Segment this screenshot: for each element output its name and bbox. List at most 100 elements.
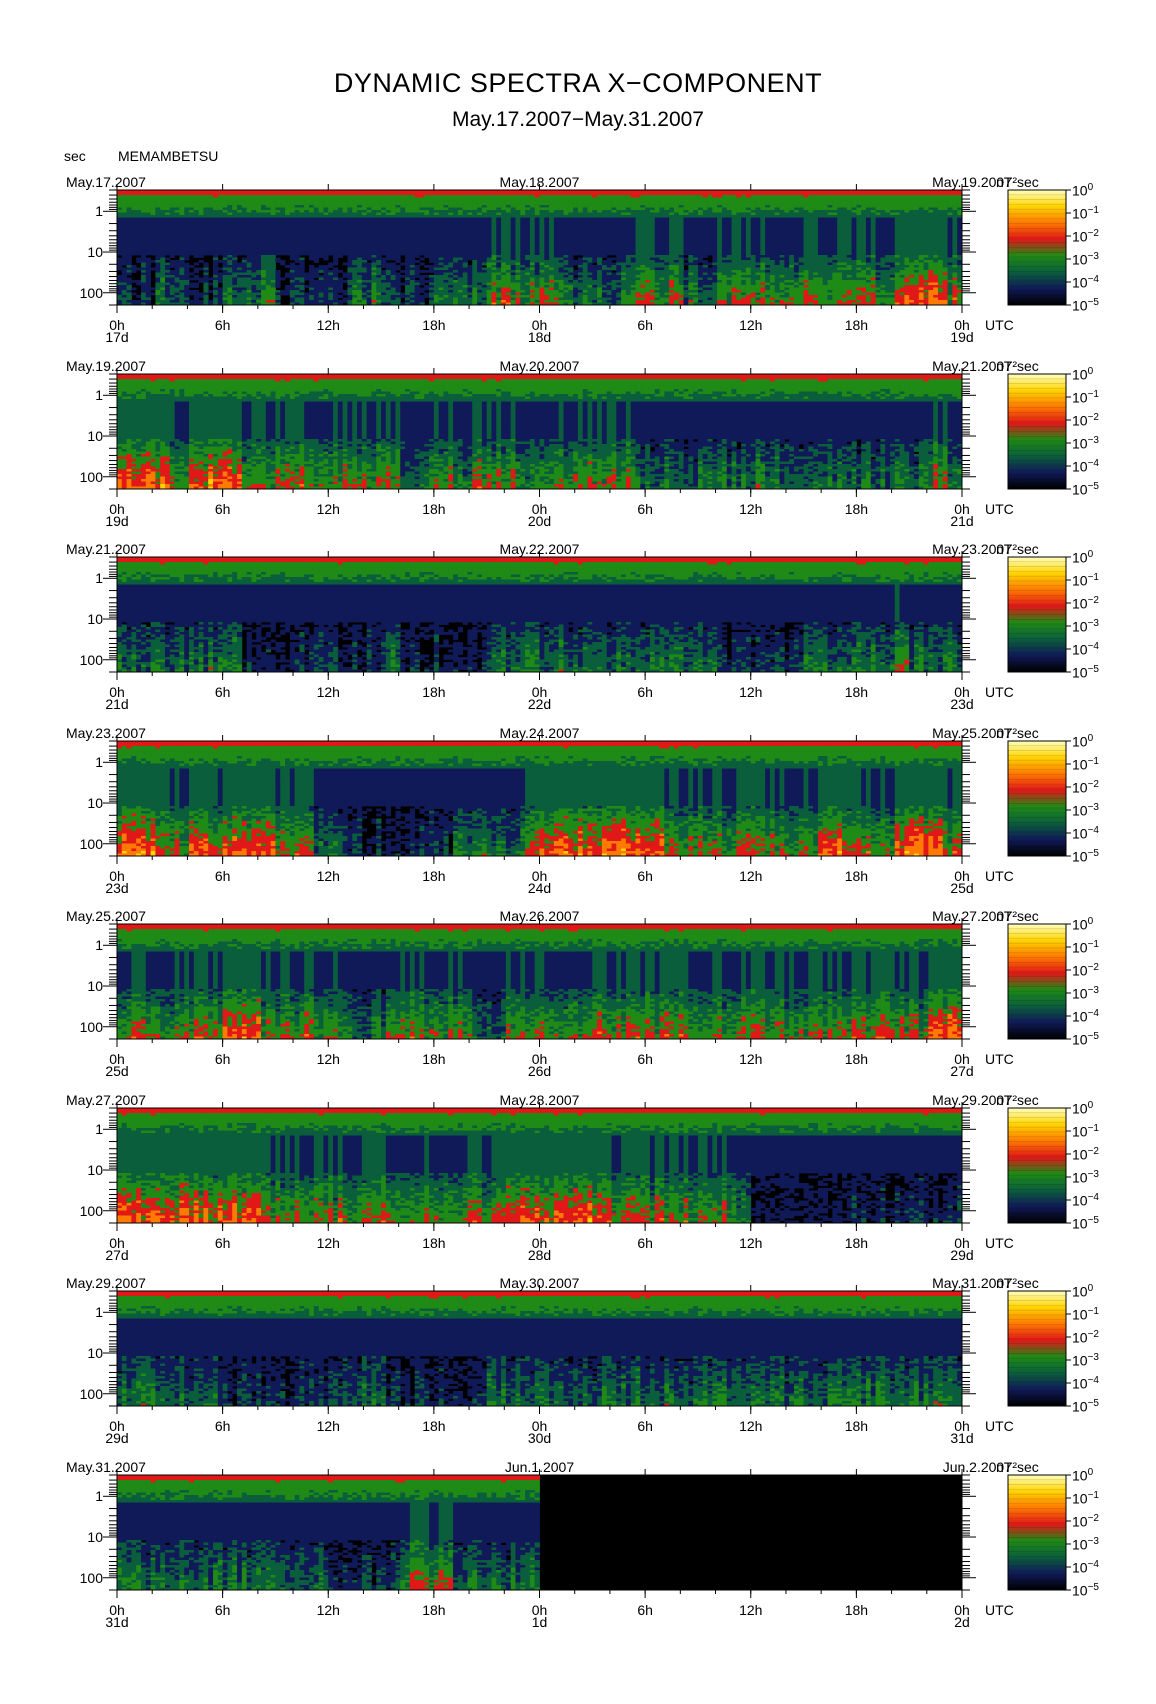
spectral-cell xyxy=(117,238,122,241)
spectral-cell xyxy=(194,215,199,218)
spectral-cell xyxy=(285,223,290,226)
spectral-cell xyxy=(127,248,132,251)
spectral-cell xyxy=(261,213,266,216)
spectral-cell xyxy=(189,193,194,196)
spectral-cell xyxy=(275,210,280,213)
spectral-cell xyxy=(304,198,309,201)
spectral-cell xyxy=(136,233,141,236)
spectral-cell xyxy=(203,213,208,216)
spectral-cell xyxy=(122,215,127,218)
spectral-cell xyxy=(290,270,295,273)
spectral-cell xyxy=(213,263,218,266)
spectral-cell xyxy=(175,230,180,233)
spectral-cell xyxy=(122,218,127,221)
spectral-cell xyxy=(165,220,170,223)
spectral-cell xyxy=(184,300,189,303)
spectral-cell xyxy=(227,250,232,253)
spectral-cell xyxy=(275,293,280,296)
spectral-cell xyxy=(184,298,189,301)
spectral-cell xyxy=(179,283,184,286)
spectral-cell xyxy=(218,225,223,228)
spectral-cell xyxy=(122,290,127,293)
spectral-cell xyxy=(285,253,290,256)
spectral-cell xyxy=(314,253,319,256)
spectral-cell xyxy=(285,273,290,276)
spectral-cell xyxy=(237,193,242,196)
spectral-cell xyxy=(136,213,141,216)
spectral-cell xyxy=(242,283,247,286)
spectral-cell xyxy=(295,220,300,223)
spectral-cell xyxy=(261,220,266,223)
spectral-cell xyxy=(127,250,132,253)
spectral-cell xyxy=(165,283,170,286)
spectral-cell xyxy=(160,260,165,263)
spectral-cell xyxy=(295,210,300,213)
spectral-cell xyxy=(179,275,184,278)
spectral-cell xyxy=(203,208,208,211)
spectral-cell xyxy=(309,288,314,291)
spectral-cell xyxy=(223,245,228,248)
spectral-cell xyxy=(160,300,165,303)
spectral-cell xyxy=(122,258,127,261)
spectral-cell xyxy=(184,275,189,278)
spectral-cell xyxy=(165,225,170,228)
spectral-cell xyxy=(122,275,127,278)
spectral-cell xyxy=(299,220,304,223)
spectral-cell xyxy=(117,280,122,283)
spectral-cell xyxy=(179,238,184,241)
spectral-cell xyxy=(227,295,232,298)
spectral-cell xyxy=(199,223,204,226)
spectral-cell xyxy=(175,278,180,281)
spectral-cell xyxy=(151,215,156,218)
spectral-cell xyxy=(189,243,194,246)
spectral-cell xyxy=(290,228,295,231)
spectral-cell xyxy=(194,253,199,256)
spectral-cell xyxy=(141,213,146,216)
spectral-cell xyxy=(165,273,170,276)
spectral-cell xyxy=(280,243,285,246)
spectral-cell xyxy=(136,253,141,256)
spectral-cell xyxy=(295,298,300,301)
spectral-cell xyxy=(247,238,252,241)
spectral-cell xyxy=(199,208,204,211)
spectral-cell xyxy=(271,248,276,251)
spectral-cell xyxy=(271,215,276,218)
spectral-cell xyxy=(203,278,208,281)
spectral-cell xyxy=(194,195,199,198)
spectral-cell xyxy=(141,273,146,276)
spectral-cell xyxy=(266,225,271,228)
spectral-cell xyxy=(136,198,141,201)
spectral-cell xyxy=(304,210,309,213)
spectral-cell xyxy=(309,215,314,218)
spectral-cell xyxy=(232,248,237,251)
spectral-cell xyxy=(319,285,324,288)
spectral-cell xyxy=(184,288,189,291)
spectral-cell xyxy=(227,225,232,228)
spectral-cell xyxy=(194,200,199,203)
spectral-cell xyxy=(232,300,237,303)
spectral-cell xyxy=(261,203,266,206)
spectral-cell xyxy=(179,265,184,268)
spectral-cell xyxy=(227,248,232,251)
spectral-cell xyxy=(261,293,266,296)
spectral-cell xyxy=(251,250,256,253)
spectral-cell xyxy=(323,208,328,211)
spectral-cell xyxy=(247,215,252,218)
spectral-cell xyxy=(213,250,218,253)
spectral-cell xyxy=(223,208,228,211)
spectral-cell xyxy=(266,253,271,256)
spectral-cell xyxy=(223,270,228,273)
spectral-cell xyxy=(290,208,295,211)
spectral-cell xyxy=(208,220,213,223)
spectral-cell xyxy=(179,245,184,248)
spectral-cell xyxy=(323,200,328,203)
spectral-cell xyxy=(117,218,122,221)
spectral-cell xyxy=(232,223,237,226)
spectral-cell xyxy=(290,243,295,246)
spectral-cell xyxy=(285,203,290,206)
spectral-cell xyxy=(184,273,189,276)
spectral-cell xyxy=(170,295,175,298)
spectral-cell xyxy=(199,250,204,253)
spectral-cell xyxy=(218,268,223,271)
spectral-cell xyxy=(232,218,237,221)
